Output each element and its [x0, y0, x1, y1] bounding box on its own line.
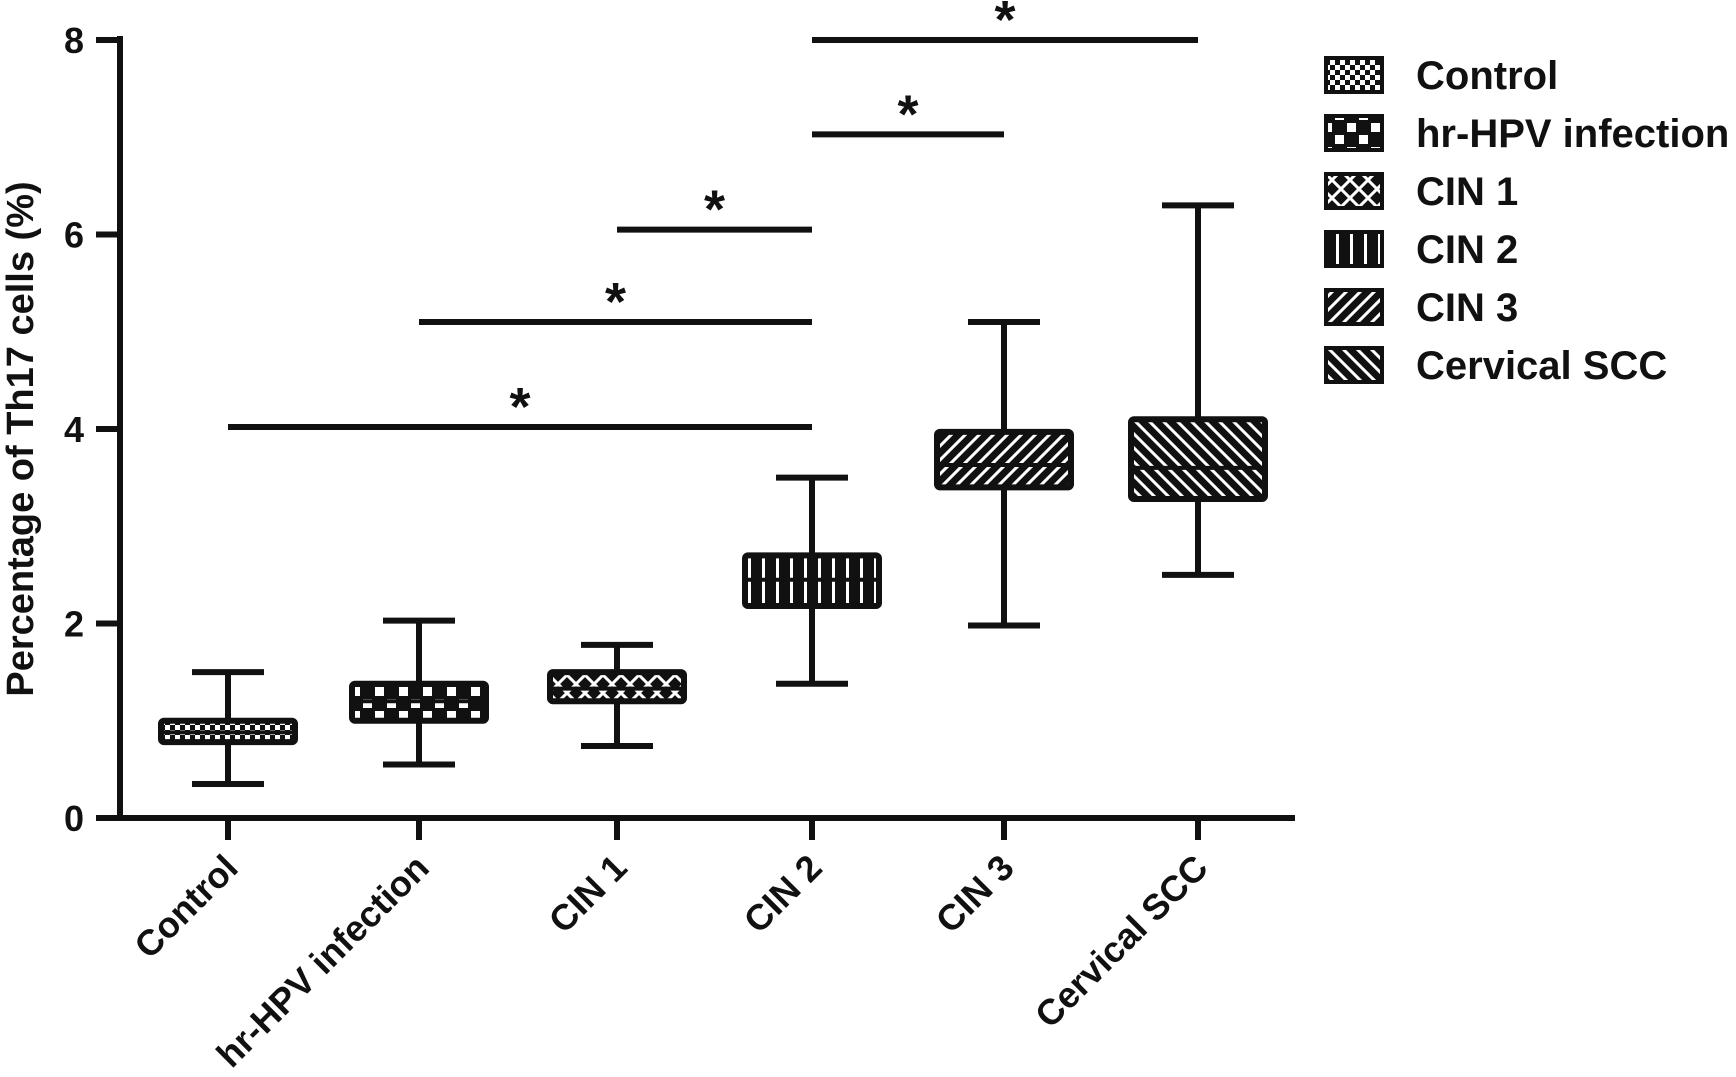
- box-cin-2: [742, 474, 882, 687]
- legend-item: Control: [1324, 54, 1558, 98]
- legend-swatch: [1324, 114, 1384, 152]
- box-cin-3: [934, 319, 1074, 629]
- significance-star: *: [605, 272, 626, 332]
- x-tick-label: CIN 2: [736, 847, 830, 941]
- box-iqr: [934, 428, 1074, 491]
- legend-item: Cervical SCC: [1324, 344, 1667, 388]
- box-cin-1: [547, 641, 687, 750]
- significance-star: *: [704, 180, 725, 240]
- legend-label: Cervical SCC: [1416, 344, 1667, 388]
- box-control: [158, 669, 298, 787]
- legend-label: CIN 3: [1416, 286, 1518, 330]
- legend-item: hr-HPV infection: [1324, 112, 1729, 156]
- x-tick-label: Cervical SCC: [1027, 847, 1216, 1036]
- legend: Control hr-HPV infection CIN 1 CIN 2 CIN 3 Ce…: [1324, 54, 1729, 388]
- legend-item: CIN 3: [1324, 286, 1518, 330]
- y-tick-label: 2: [64, 604, 84, 645]
- axes: 0 2 4 6 8 Percentage of Th17 cells (%) Control…: [0, 20, 1295, 1075]
- legend-label: Control: [1416, 54, 1558, 98]
- x-tick-label: hr-HPV infection: [208, 847, 436, 1075]
- box-iqr: [1128, 416, 1268, 503]
- y-tick-label: 8: [64, 20, 84, 61]
- y-tick-label: 6: [64, 215, 84, 256]
- significance-star: *: [897, 84, 918, 144]
- significance-star: *: [994, 0, 1015, 50]
- legend-swatch: [1324, 172, 1384, 210]
- legend-swatch: [1324, 346, 1384, 384]
- legend-swatch: [1324, 288, 1384, 326]
- box-series: [158, 202, 1268, 787]
- legend-swatch: [1324, 230, 1384, 268]
- x-tick-label: Control: [126, 847, 245, 966]
- significance-brackets: * * * * *: [228, 0, 1198, 437]
- legend-label: CIN 2: [1416, 228, 1518, 272]
- y-tick-label: 0: [64, 798, 84, 839]
- x-tick-label: CIN 3: [928, 847, 1022, 941]
- legend-item: CIN 1: [1324, 170, 1518, 214]
- box-cervical-scc: [1128, 202, 1268, 578]
- y-axis-label: Percentage of Th17 cells (%): [0, 181, 42, 696]
- y-tick-label: 4: [64, 409, 84, 450]
- x-tick-label: CIN 1: [541, 847, 635, 941]
- box-hr-hpv-infection: [349, 617, 489, 768]
- legend-label: hr-HPV infection: [1416, 112, 1729, 156]
- legend-item: CIN 2: [1324, 228, 1518, 272]
- legend-label: CIN 1: [1416, 170, 1518, 214]
- legend-swatch: [1324, 56, 1384, 94]
- significance-star: *: [509, 377, 530, 437]
